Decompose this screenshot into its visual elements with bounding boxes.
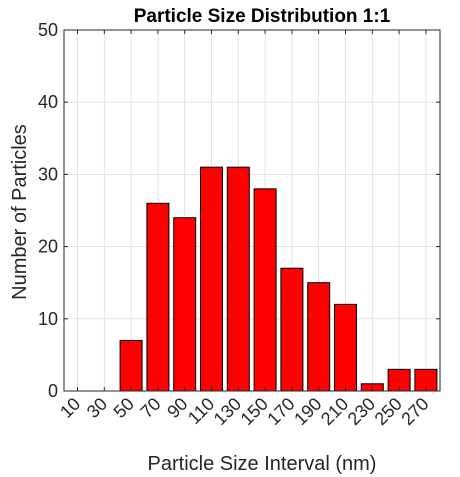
x-tick-label: 270 [397, 394, 432, 429]
bar-90 [173, 217, 197, 392]
bar-150 [253, 188, 277, 392]
x-tick-label: 10 [56, 394, 84, 422]
y-tick-label: 30 [38, 164, 58, 184]
x-tick-label: 30 [83, 394, 111, 422]
bar-70 [146, 202, 170, 392]
bars [119, 166, 438, 392]
y-axis-ticks: 0 10 20 30 40 50 [38, 20, 440, 401]
y-tick-label: 10 [38, 309, 58, 329]
bar-190 [307, 282, 331, 392]
y-tick-label: 50 [38, 20, 58, 40]
y-tick-label: 20 [38, 237, 58, 257]
x-tick-label: 70 [136, 394, 164, 422]
x-axis-label: Particle Size Interval (nm) [148, 453, 377, 475]
bar-130 [226, 166, 250, 392]
chart-title: Particle Size Distribution 1:1 [134, 6, 391, 27]
plot-area-frame [63, 29, 441, 392]
bar-210 [334, 303, 357, 392]
bar-170 [280, 267, 304, 392]
x-tick-label: 50 [110, 394, 138, 422]
bar-50 [119, 339, 143, 392]
bar-110 [200, 166, 223, 392]
y-axis-label: Number of Particles [9, 124, 31, 300]
y-tick-label: 40 [38, 92, 58, 112]
grid [64, 29, 440, 392]
y-tick-label: 0 [48, 381, 58, 401]
